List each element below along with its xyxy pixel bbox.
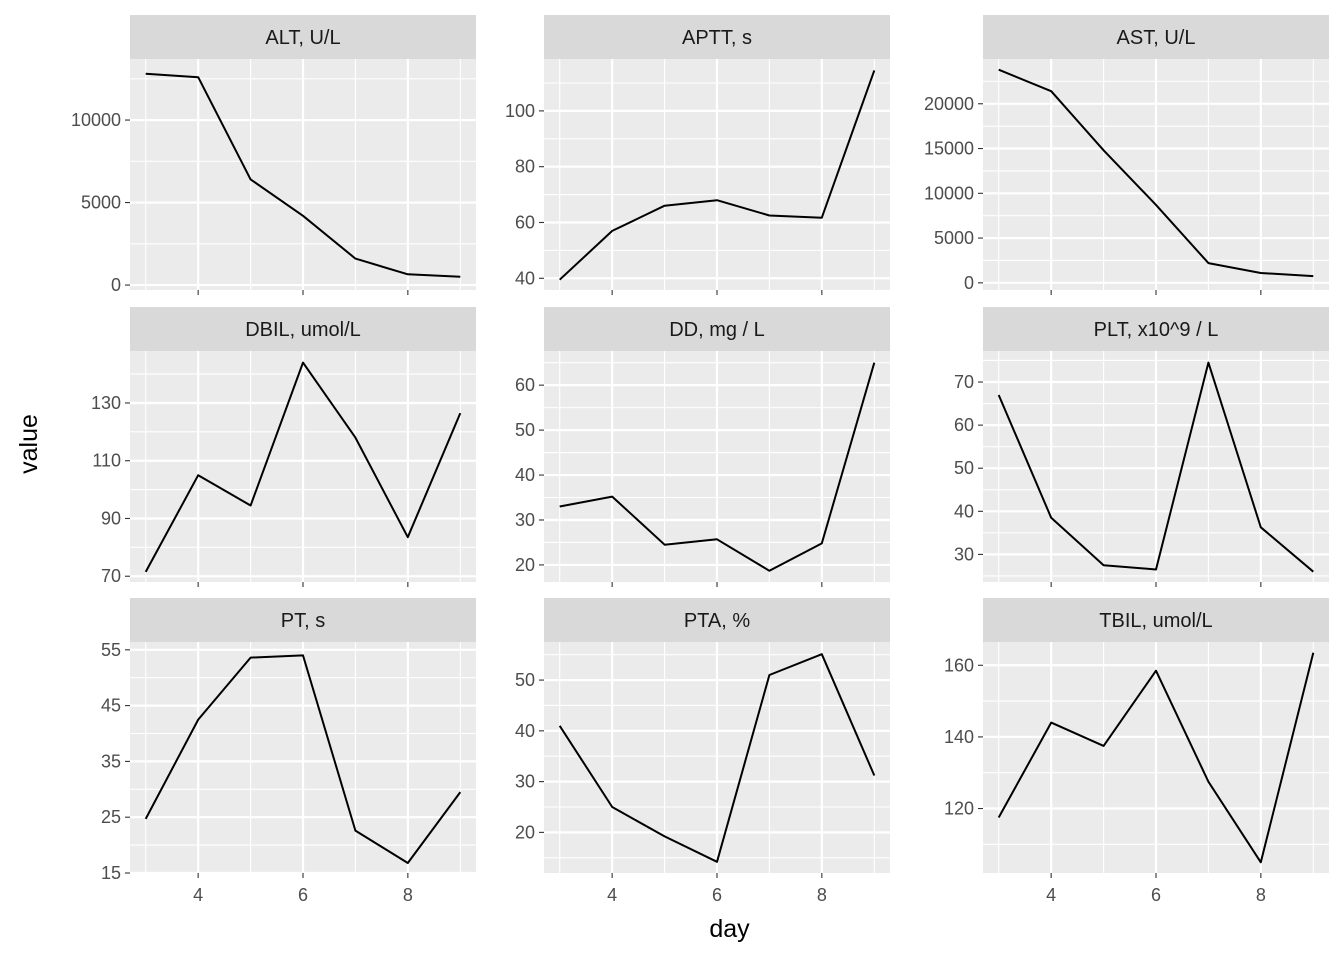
series-line [997, 361, 1314, 573]
y-tick-label: 50 [515, 670, 535, 690]
y-tick-label: 160 [944, 655, 974, 675]
panel-dbil-umol-l: DBIL, umol/L 70 90 110 130 [91, 307, 476, 587]
series-line [559, 362, 876, 572]
x-tick-label: 4 [1046, 885, 1056, 905]
series-line [144, 361, 462, 573]
x-tick-label: 8 [817, 885, 827, 905]
y-tick-label: 140 [944, 727, 974, 747]
y-tick-label: 25 [101, 807, 121, 827]
facet-title: DBIL, umol/L [245, 319, 361, 341]
x-tick-label: 6 [712, 885, 722, 905]
x-tick-label: 8 [403, 885, 413, 905]
x-tick-label: 8 [1256, 885, 1266, 905]
facet-strip [544, 15, 890, 59]
panel-dd-mg-l: DD, mg / L 20 30 40 50 60 [515, 307, 890, 587]
y-tick-label: 55 [101, 640, 121, 660]
panel-pta: PTA, % 20 30 40 50 4 6 8 [515, 598, 890, 905]
y-tick-label: 60 [515, 212, 535, 232]
x-tick-label: 6 [1151, 885, 1161, 905]
panel-pt-s: PT, s 15 25 35 45 55 4 6 8 [101, 598, 476, 905]
facet-strip [544, 307, 890, 351]
y-tick-label: 110 [92, 451, 121, 471]
y-tick-label: 20 [515, 822, 535, 842]
facet-strip [544, 598, 890, 642]
x-tick-label: 4 [193, 885, 203, 905]
y-tick-label: 60 [954, 415, 974, 435]
y-tick-label: 45 [101, 696, 121, 716]
y-tick-label: 80 [515, 157, 535, 177]
facet-title: ALT, U/L [265, 27, 340, 49]
facet-title: PT, s [281, 610, 325, 632]
y-tick-label: 30 [954, 544, 974, 564]
y-tick-label: 30 [515, 510, 535, 530]
panel-aptt-s: APTT, s 40 60 80 100 [505, 15, 890, 295]
y-tick-label: 40 [515, 268, 535, 288]
facet-title: PLT, x10^9 / L [1094, 319, 1219, 341]
y-tick-label: 15000 [924, 139, 974, 159]
facet-title: DD, mg / L [669, 319, 765, 341]
facet-title: APTT, s [682, 27, 752, 49]
series-line [997, 652, 1315, 864]
facet-strip [130, 598, 476, 642]
y-tick-label: 40 [954, 501, 974, 521]
y-tick-label: 70 [101, 566, 121, 586]
y-tick-label: 10000 [71, 110, 121, 130]
y-tick-label: 100 [505, 101, 535, 121]
facet-strip [983, 15, 1329, 59]
y-tick-label: 120 [944, 799, 974, 819]
x-tick-label: 6 [298, 885, 308, 905]
facet-title: TBIL, umol/L [1099, 610, 1212, 632]
series-line [998, 68, 1314, 278]
y-tick-label: 40 [515, 721, 535, 741]
x-tick-label: 4 [607, 885, 617, 905]
y-tick-label: 40 [515, 465, 535, 485]
y-tick-label: 15 [101, 863, 121, 883]
y-tick-label: 50 [954, 458, 974, 478]
x-axis-title: day [709, 915, 750, 943]
y-tick-label: 35 [101, 751, 121, 771]
panel-ast-u-l: AST, U/L 0 5000 10000 15000 20000 [924, 15, 1329, 295]
series-line [558, 653, 876, 863]
panel-alt-u-l: ALT, U/L 0 5000 10000 [71, 15, 476, 295]
series-line [145, 72, 461, 278]
y-tick-label: 50 [515, 420, 535, 440]
y-tick-label: 70 [954, 372, 974, 392]
panel-tbil-umol-l: TBIL, umol/L 120 140 160 4 6 8 [944, 598, 1329, 905]
series-line [559, 70, 876, 281]
facet-strip [130, 15, 476, 59]
facet-strip [983, 598, 1329, 642]
y-tick-label: 130 [91, 393, 121, 413]
y-tick-label: 30 [515, 772, 535, 792]
y-tick-label: 5000 [81, 193, 121, 213]
facet-strip [130, 307, 476, 351]
y-tick-label: 5000 [934, 228, 974, 248]
facet-title: PTA, % [684, 610, 751, 632]
y-tick-label: 90 [101, 508, 121, 528]
y-tick-label: 20000 [924, 94, 974, 114]
y-tick-label: 0 [111, 275, 121, 295]
panel-plt-x10-9-l: PLT, x10^9 / L 30 40 50 60 70 [954, 307, 1329, 587]
series-line [144, 654, 462, 864]
facet-title: AST, U/L [1117, 27, 1196, 49]
y-tick-label: 60 [515, 375, 535, 395]
y-tick-label: 10000 [924, 183, 974, 203]
y-tick-label: 0 [964, 273, 974, 293]
y-tick-label: 20 [515, 555, 535, 575]
facet-strip [983, 307, 1329, 351]
y-axis-title: value [15, 414, 43, 474]
